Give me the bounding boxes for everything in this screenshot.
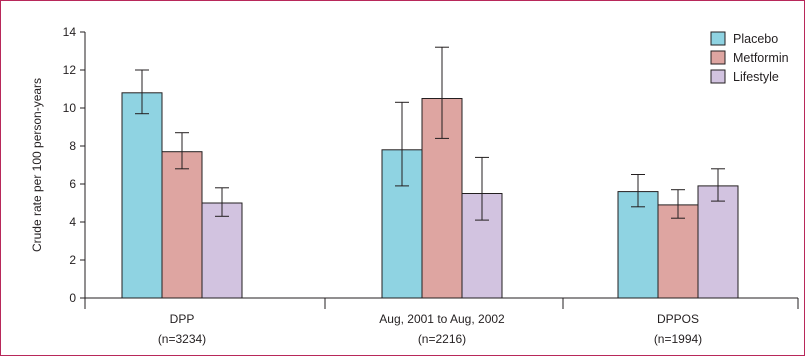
y-tick-label: 6	[69, 177, 76, 191]
legend-label-placebo: Placebo	[733, 32, 778, 46]
x-category-label: DPP	[170, 312, 195, 326]
bar-placebo	[121, 92, 163, 299]
x-category-label: DPPOS	[657, 312, 699, 326]
x-category-sublabel: (n=3234)	[158, 332, 206, 346]
x-category-sublabel: (n=1994)	[654, 332, 702, 346]
bar-metformin	[657, 204, 699, 299]
bar-placebo	[617, 191, 659, 299]
legend-swatch-placebo	[710, 31, 726, 46]
x-category-sublabel: (n=2216)	[418, 332, 466, 346]
bar-metformin	[161, 151, 203, 299]
y-tick-label: 0	[69, 291, 76, 305]
bar-lifestyle	[201, 202, 243, 299]
y-tick-label: 14	[63, 25, 77, 39]
axes: 0 2 4 6 8 10 12 14 DPP (n=3234) Aug, 2001 to Aug, …	[63, 25, 799, 346]
legend-label-lifestyle: Lifestyle	[733, 70, 779, 84]
y-tick-label: 4	[69, 215, 76, 229]
bar-lifestyle	[697, 185, 739, 299]
legend: Placebo Metformin Lifestyle	[710, 31, 789, 84]
bars	[121, 92, 739, 299]
legend-swatch-metformin	[710, 50, 726, 65]
x-category-label: Aug, 2001 to Aug, 2002	[379, 312, 505, 326]
y-axis-label: Crude rate per 100 person-years	[30, 78, 44, 252]
y-tick-label: 8	[69, 139, 76, 153]
y-tick-label: 2	[69, 253, 76, 267]
y-tick-label: 12	[63, 63, 77, 77]
legend-label-metformin: Metformin	[733, 51, 789, 65]
legend-swatch-lifestyle	[710, 69, 726, 84]
y-tick-label: 10	[63, 101, 77, 115]
error-bars	[135, 46, 725, 221]
